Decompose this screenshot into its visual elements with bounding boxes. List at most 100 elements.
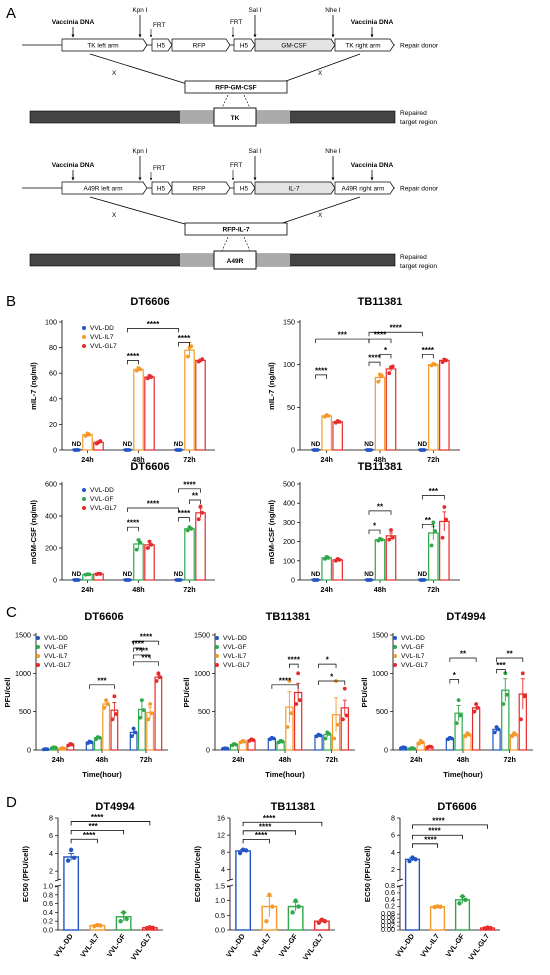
data-point bbox=[460, 894, 465, 899]
y-tick-label: 1000 bbox=[372, 669, 388, 678]
data-point bbox=[127, 448, 132, 452]
significance-bracket bbox=[127, 360, 139, 365]
legend-marker bbox=[215, 636, 219, 640]
significance-bracket bbox=[318, 663, 337, 669]
homology-right bbox=[256, 254, 290, 266]
data-point bbox=[389, 528, 393, 532]
significance-bracket bbox=[70, 821, 151, 826]
insert-label: RFP-GM-CSF bbox=[215, 85, 256, 92]
y-axis-label: EC50 (PFU/cell) bbox=[193, 845, 202, 902]
segment-h5-a bbox=[151, 38, 173, 52]
significance-label: **** bbox=[389, 324, 402, 333]
data-point bbox=[200, 510, 205, 515]
data-point bbox=[379, 537, 384, 542]
y-tick-label: 0.2 bbox=[385, 902, 395, 911]
significance-bracket bbox=[449, 657, 477, 662]
significance-bracket bbox=[421, 495, 445, 500]
data-point bbox=[467, 732, 472, 737]
frt-2: FRT bbox=[230, 162, 242, 169]
axis-break bbox=[396, 884, 404, 888]
x-tick-label: 24h bbox=[320, 585, 332, 594]
data-point bbox=[76, 448, 81, 452]
chart-title: DT4994 bbox=[95, 801, 135, 813]
legend-label: VVL-DD bbox=[44, 635, 68, 642]
site-sal: Sal Ⅰ bbox=[249, 148, 262, 155]
data-point bbox=[106, 702, 110, 706]
legend-label: VVL-GL7 bbox=[90, 343, 117, 350]
nd-label: ND bbox=[364, 571, 374, 578]
x-tick-label: 72h bbox=[503, 755, 515, 764]
y-tick-label: 500 bbox=[376, 707, 388, 716]
homology-left bbox=[180, 254, 214, 266]
legend-label: VVL-GF bbox=[223, 644, 247, 651]
segment-right-arm-label: A49R right arm bbox=[342, 186, 385, 193]
chart-tb11381-gmcsf: TB11381 0 100 200 300 400 500 mGM-CSF (ng/ml) 24… bbox=[267, 461, 460, 594]
y-axis-label: EC50 (PFU/cell) bbox=[363, 845, 372, 902]
panel-letter-d: D bbox=[6, 794, 17, 811]
chart-title: DT4994 bbox=[446, 611, 486, 623]
data-point bbox=[463, 734, 468, 739]
data-point bbox=[114, 712, 119, 716]
y-tick-label: 100 bbox=[45, 318, 57, 327]
y-tick-label: 500 bbox=[283, 480, 295, 489]
data-point bbox=[178, 448, 183, 452]
data-point bbox=[456, 698, 461, 703]
significance-bracket bbox=[368, 361, 381, 367]
chart-dt6606-gmcsf: DT6606 0 200 400 600 mGM-CSF (ng/ml) 24h 48h 72h… bbox=[29, 461, 215, 594]
significance-label: **** bbox=[140, 633, 153, 642]
y-tick-label: 0.02 bbox=[381, 921, 395, 930]
site-kpn: Kpn Ⅰ bbox=[132, 148, 147, 155]
data-point bbox=[322, 919, 328, 924]
significance-bracket bbox=[133, 640, 159, 646]
crossover-x-right: X bbox=[318, 70, 323, 77]
data-point bbox=[139, 698, 144, 703]
legend-marker bbox=[36, 636, 40, 640]
significance-label: **** bbox=[127, 352, 140, 361]
data-point bbox=[522, 694, 527, 699]
data-point bbox=[149, 375, 154, 379]
significance-bracket bbox=[127, 526, 139, 532]
segment-h5-a bbox=[151, 181, 173, 195]
crossover-x-left: X bbox=[112, 212, 117, 219]
data-point bbox=[112, 694, 117, 699]
nd-label: ND bbox=[311, 571, 321, 578]
data-point bbox=[444, 358, 449, 363]
y-tick-label: 80 bbox=[49, 343, 57, 352]
significance-bracket bbox=[189, 499, 201, 504]
legend-label: VVL-IL7 bbox=[90, 334, 114, 341]
significance-bracket bbox=[412, 824, 488, 829]
data-point bbox=[271, 736, 276, 741]
x-tick-label: VVL-DD bbox=[224, 932, 247, 959]
chart-title: DT6606 bbox=[437, 801, 476, 813]
data-point bbox=[326, 413, 331, 418]
data-point bbox=[472, 709, 477, 714]
data-point bbox=[444, 517, 449, 522]
y-tick-label: 1500 bbox=[15, 631, 31, 640]
insert-box bbox=[184, 222, 288, 236]
significance-label: **** bbox=[83, 831, 96, 840]
legend-label: VVL-IL7 bbox=[223, 653, 247, 660]
segment-left-arm-label: A49R left arm bbox=[83, 186, 122, 193]
data-point bbox=[138, 540, 143, 545]
data-point bbox=[267, 892, 272, 897]
bar bbox=[133, 368, 144, 451]
data-point bbox=[71, 855, 77, 861]
data-point bbox=[323, 736, 328, 741]
data-point bbox=[280, 739, 285, 744]
legend-marker bbox=[393, 645, 397, 649]
x-tick-label: 72h bbox=[183, 455, 195, 464]
legend-label: VVL-GF bbox=[90, 496, 114, 503]
frt-1: FRT bbox=[153, 22, 165, 29]
bar bbox=[385, 368, 397, 451]
crossover-x-left: X bbox=[112, 70, 117, 77]
y-tick-label: 4 bbox=[391, 848, 395, 857]
data-point bbox=[62, 746, 66, 751]
bar bbox=[144, 544, 155, 581]
data-point bbox=[138, 715, 142, 720]
y-tick-label: 1500 bbox=[194, 631, 210, 640]
x-tick-label: 48h bbox=[457, 755, 469, 764]
data-point bbox=[158, 675, 163, 680]
bar bbox=[184, 349, 195, 451]
target-label-1: Repaired bbox=[400, 110, 427, 117]
locus-label: TK bbox=[231, 115, 240, 122]
